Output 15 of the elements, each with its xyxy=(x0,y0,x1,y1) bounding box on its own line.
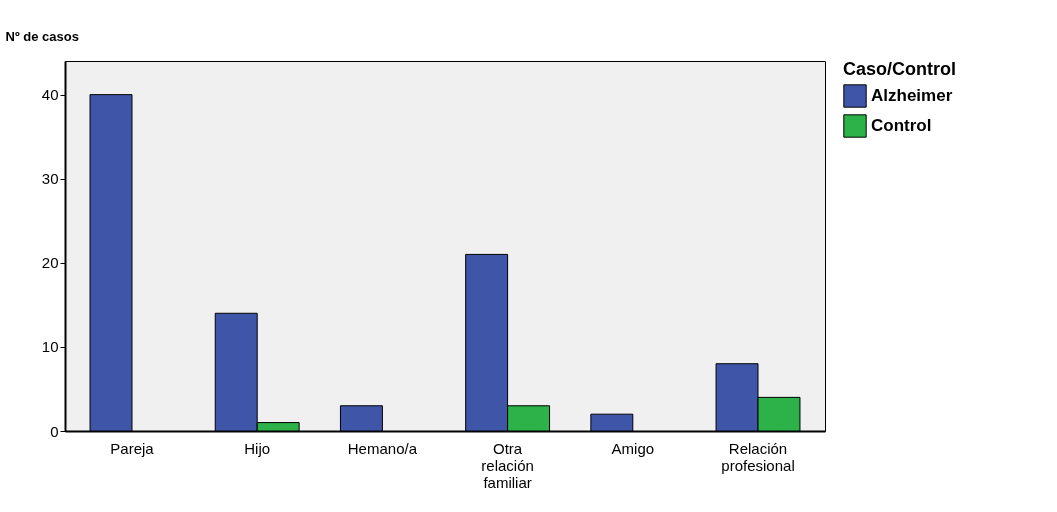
x-tick-label: Otra relación familiar xyxy=(481,439,534,491)
x-tick-label: Hemano/a xyxy=(347,439,418,457)
x-tick-label: Pareja xyxy=(110,439,155,457)
x-tick-label: Relación profesional xyxy=(721,439,795,474)
y-tick-label: 30 xyxy=(41,170,59,188)
legend-title: Caso/Control xyxy=(843,59,957,79)
legend-label: Alzheimer xyxy=(871,86,953,105)
legend-label: Control xyxy=(871,116,932,135)
y-tick-label: 0 xyxy=(50,422,59,440)
x-tick-label: Amigo xyxy=(611,439,655,457)
y-tick-label: 10 xyxy=(41,338,59,356)
y-tick-label: 40 xyxy=(41,86,59,104)
y-axis-title: Nº de casos xyxy=(5,28,79,44)
x-tick-label: Hijo xyxy=(244,439,271,457)
y-tick-label: 20 xyxy=(41,254,59,272)
